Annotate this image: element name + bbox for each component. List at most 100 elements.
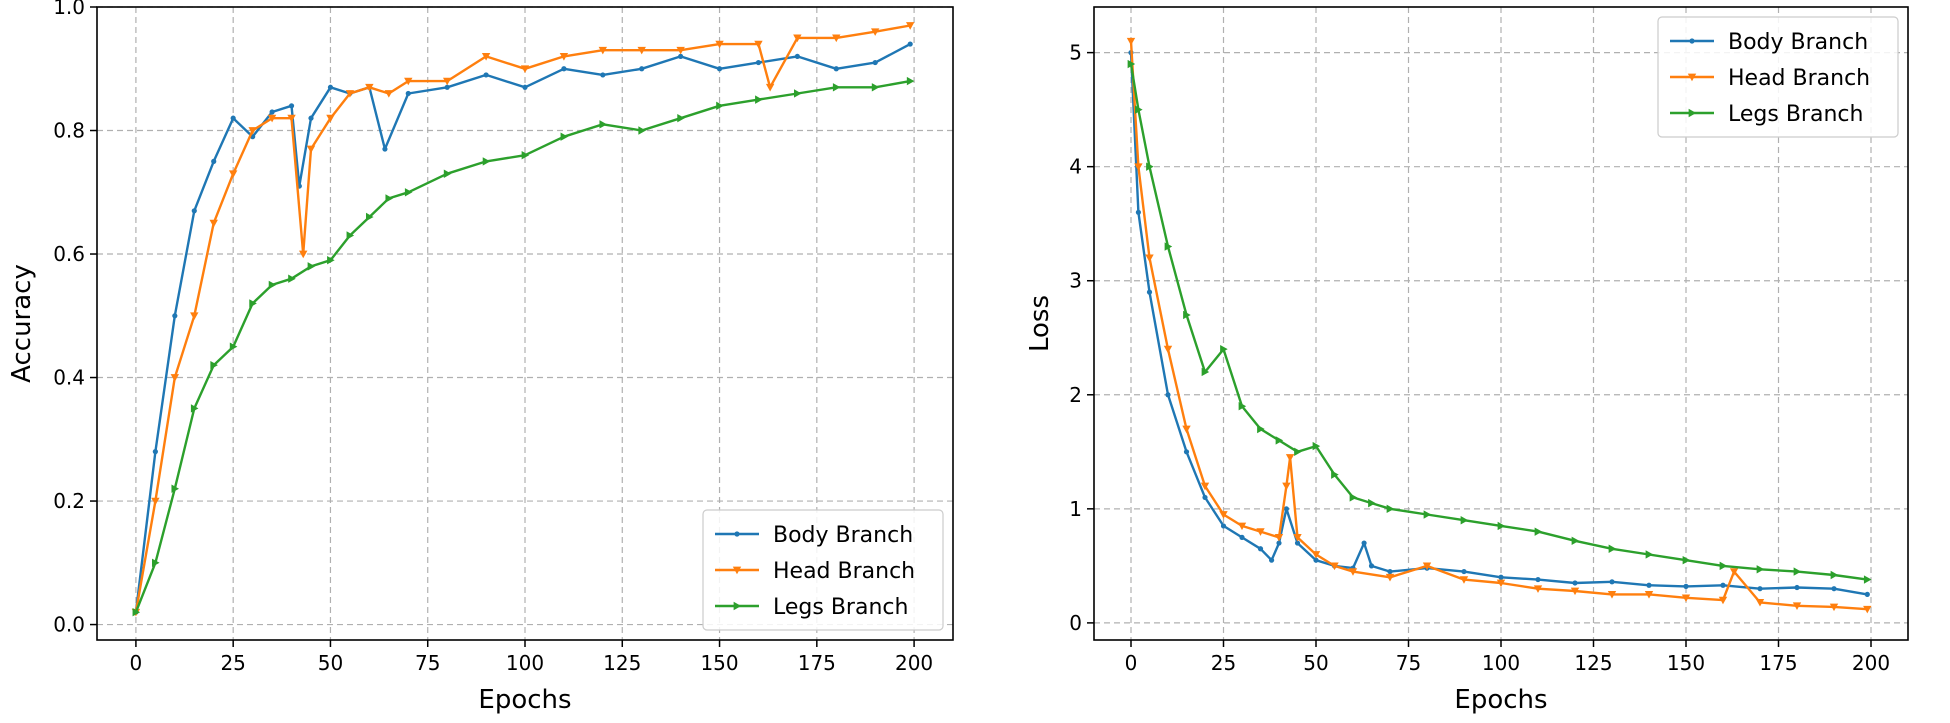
data-point <box>1282 482 1291 491</box>
data-point <box>1498 574 1504 580</box>
data-point <box>1535 576 1541 583</box>
data-point <box>1294 447 1302 457</box>
loss-chart: 0 25 50 75 100 125 150 175 200 0 1 2 3 4 5 Epochs Loss Bo… <box>1025 6 1909 715</box>
data-point <box>308 115 314 121</box>
data-point <box>600 72 606 78</box>
data-point <box>1570 587 1580 596</box>
data-point <box>1792 602 1802 610</box>
data-point <box>1237 522 1247 531</box>
data-point <box>599 120 608 129</box>
data-point <box>1831 586 1837 592</box>
data-point <box>1135 209 1141 215</box>
x-axis-title: Epochs <box>478 685 571 715</box>
data-point <box>326 114 335 123</box>
legend-marker <box>1689 38 1695 44</box>
legend-marker <box>734 531 740 537</box>
data-point <box>1219 511 1228 519</box>
x-tick-label: 25 <box>1211 651 1236 675</box>
data-point <box>152 558 160 568</box>
data-point <box>1294 540 1301 546</box>
data-point <box>639 66 645 72</box>
data-point <box>249 299 257 308</box>
data-point <box>716 101 724 111</box>
data-point <box>1386 504 1395 514</box>
data-point <box>327 84 334 90</box>
x-tick-label: 100 <box>506 651 544 675</box>
data-point <box>678 53 684 60</box>
data-point <box>1285 454 1295 462</box>
data-point <box>1126 37 1136 46</box>
x-tick-label: 200 <box>895 651 933 675</box>
data-point <box>872 59 878 66</box>
legend: Body Branch Head Branch Legs Branch <box>1657 16 1899 138</box>
data-point <box>1257 424 1265 434</box>
data-point <box>1348 568 1358 576</box>
y-tick-label: 2 <box>1069 383 1082 407</box>
legend-frame <box>1657 16 1899 138</box>
x-tick-label: 125 <box>1574 651 1612 675</box>
data-point <box>793 34 802 43</box>
series-legs-branch <box>1127 59 1872 584</box>
data-point <box>765 83 775 92</box>
data-point <box>229 342 238 351</box>
legend-frame <box>702 509 944 631</box>
legend: Body Branch Head Branch Legs Branch <box>702 509 944 631</box>
data-point <box>871 83 880 92</box>
legend-label: Body Branch <box>773 523 913 548</box>
data-point <box>1145 254 1154 263</box>
data-point <box>1182 425 1191 434</box>
data-point <box>1794 584 1800 591</box>
y-tick-label: 1.0 <box>53 0 85 19</box>
series-line <box>134 24 911 613</box>
data-point <box>598 46 608 55</box>
data-point <box>1829 603 1839 612</box>
data-point <box>1349 493 1358 502</box>
data-point <box>483 72 489 78</box>
data-point <box>346 231 355 240</box>
data-point <box>405 90 411 97</box>
legend-marker <box>1688 108 1697 118</box>
data-point <box>833 66 839 72</box>
data-point <box>1312 441 1321 451</box>
x-tick-label: 200 <box>1852 651 1890 675</box>
data-point <box>1757 586 1763 592</box>
data-point <box>482 157 491 166</box>
data-point <box>1682 555 1691 565</box>
data-point <box>170 374 180 382</box>
data-point <box>1644 591 1654 599</box>
data-point <box>288 103 295 109</box>
data-point <box>906 76 915 86</box>
data-point <box>171 484 180 493</box>
data-point <box>1607 591 1617 599</box>
x-tick-label: 50 <box>318 651 343 675</box>
y-tick-label: 0 <box>1069 611 1082 635</box>
data-point <box>1257 546 1264 552</box>
data-point <box>1572 580 1578 586</box>
data-point <box>1269 557 1275 563</box>
y-tick-label: 0.6 <box>53 242 85 266</box>
data-point <box>832 34 841 43</box>
data-point <box>794 53 800 60</box>
data-point <box>211 158 217 164</box>
data-point <box>1183 310 1191 320</box>
data-point <box>755 95 763 104</box>
data-point <box>1793 567 1802 576</box>
y-tick-label: 0.4 <box>53 366 85 390</box>
data-point <box>716 66 723 72</box>
data-point <box>382 146 388 152</box>
data-point <box>191 208 197 214</box>
data-point <box>1496 579 1506 588</box>
data-point <box>1331 470 1339 479</box>
data-point <box>1293 533 1302 542</box>
data-point <box>1534 527 1543 536</box>
data-point <box>676 46 685 55</box>
data-point <box>1165 392 1171 398</box>
data-point <box>1202 494 1208 501</box>
data-point <box>210 360 218 370</box>
x-tick-label: 0 <box>130 651 143 675</box>
data-point <box>906 22 915 30</box>
data-point <box>1368 498 1376 508</box>
data-point <box>1135 105 1143 114</box>
